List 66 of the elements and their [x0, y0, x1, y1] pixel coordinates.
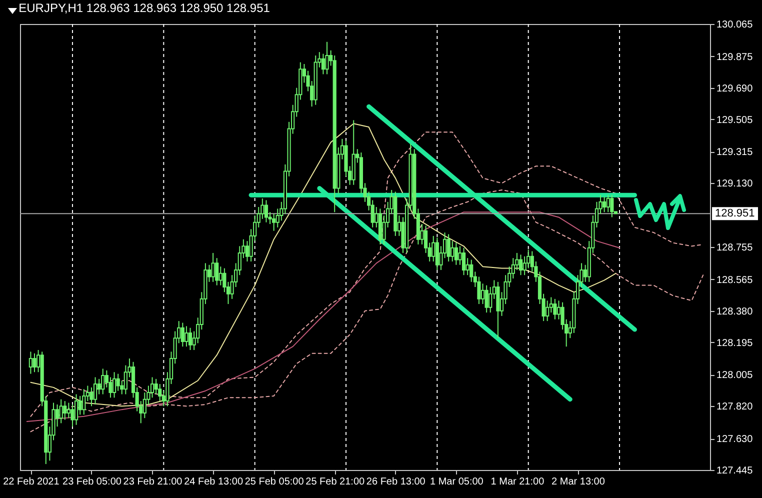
candlestick: [180, 322, 184, 348]
candlestick: [66, 402, 70, 419]
y-tick-label: 127.820: [716, 402, 754, 413]
y-tick-label: 129.505: [716, 114, 754, 126]
candlestick: [93, 376, 98, 405]
candlestick: [553, 298, 557, 320]
candlestick: [82, 388, 86, 416]
candlestick: [432, 235, 436, 262]
x-tick-label: 25 Feb 05:00: [244, 476, 304, 488]
candlestick: [606, 194, 610, 213]
candlestick: [74, 394, 78, 426]
candlestick: [450, 240, 454, 262]
line-series: [30, 132, 704, 417]
candlestick: [462, 247, 466, 276]
y-tick-label: 127.445: [716, 466, 754, 476]
candlestick: [435, 237, 439, 270]
y-tick-label: 130.065: [716, 20, 754, 30]
ref-line-label: 128.951: [715, 208, 755, 220]
candlestick: [264, 200, 268, 223]
x-tick-label: 23 Feb 21:00: [123, 476, 183, 488]
y-tick-label: 128.005: [716, 370, 754, 382]
candlestick: [188, 327, 192, 350]
candlestick: [480, 283, 485, 305]
candlestick: [101, 368, 105, 395]
candlestick: [59, 398, 63, 424]
candlestick: [321, 53, 326, 75]
y-tick-label: 129.315: [716, 147, 754, 158]
candlestick: [184, 326, 188, 348]
candlestick: [602, 196, 606, 213]
line-series: [26, 212, 620, 422]
x-tick-label: 1 Mar 21:00: [490, 476, 545, 488]
x-tick-label: 22 Feb 2021: [3, 476, 60, 488]
candlestick: [454, 242, 458, 266]
candlestick: [211, 252, 215, 282]
candlestick: [28, 351, 32, 374]
candlestick: [484, 284, 488, 314]
y-tick-label: 128.195: [716, 338, 754, 349]
y-tick-label: 127.630: [716, 434, 754, 446]
x-tick-label: 23 Feb 05:00: [62, 476, 122, 488]
candlestick: [325, 41, 329, 75]
y-tick-label: 128.755: [716, 242, 754, 254]
x-tick-label: 2 Mar 13:00: [552, 476, 606, 488]
y-tick-label: 128.565: [716, 274, 754, 286]
candlestick: [546, 300, 550, 322]
y-tick-label: 129.875: [716, 52, 754, 63]
candlestick: [272, 213, 276, 232]
candlestick: [112, 372, 116, 398]
y-tick-label: 129.690: [716, 83, 754, 94]
candlestick: [32, 352, 36, 373]
candlestick: [496, 281, 500, 339]
candlestick: [63, 400, 67, 420]
x-tick-label: 24 Feb 13:00: [184, 476, 244, 488]
candlestick: [518, 254, 523, 276]
line-series: [30, 189, 704, 432]
candlestick: [610, 194, 614, 218]
candlestick: [446, 234, 450, 262]
candlestick: [70, 404, 74, 428]
candlestick: [116, 373, 120, 392]
x-tick-label: 25 Feb 21:00: [306, 476, 366, 488]
candlestick: [90, 386, 94, 407]
x-tick-label: 1 Mar 05:00: [430, 476, 484, 488]
chart-title: EURJPY,H1 128.963 128.963 128.950 128.951: [18, 1, 270, 15]
x-tick-label: 26 Feb 13:00: [366, 476, 426, 488]
y-tick-label: 128.380: [716, 306, 754, 318]
candlestick: [218, 266, 222, 286]
y-tick-label: 129.130: [716, 178, 754, 190]
